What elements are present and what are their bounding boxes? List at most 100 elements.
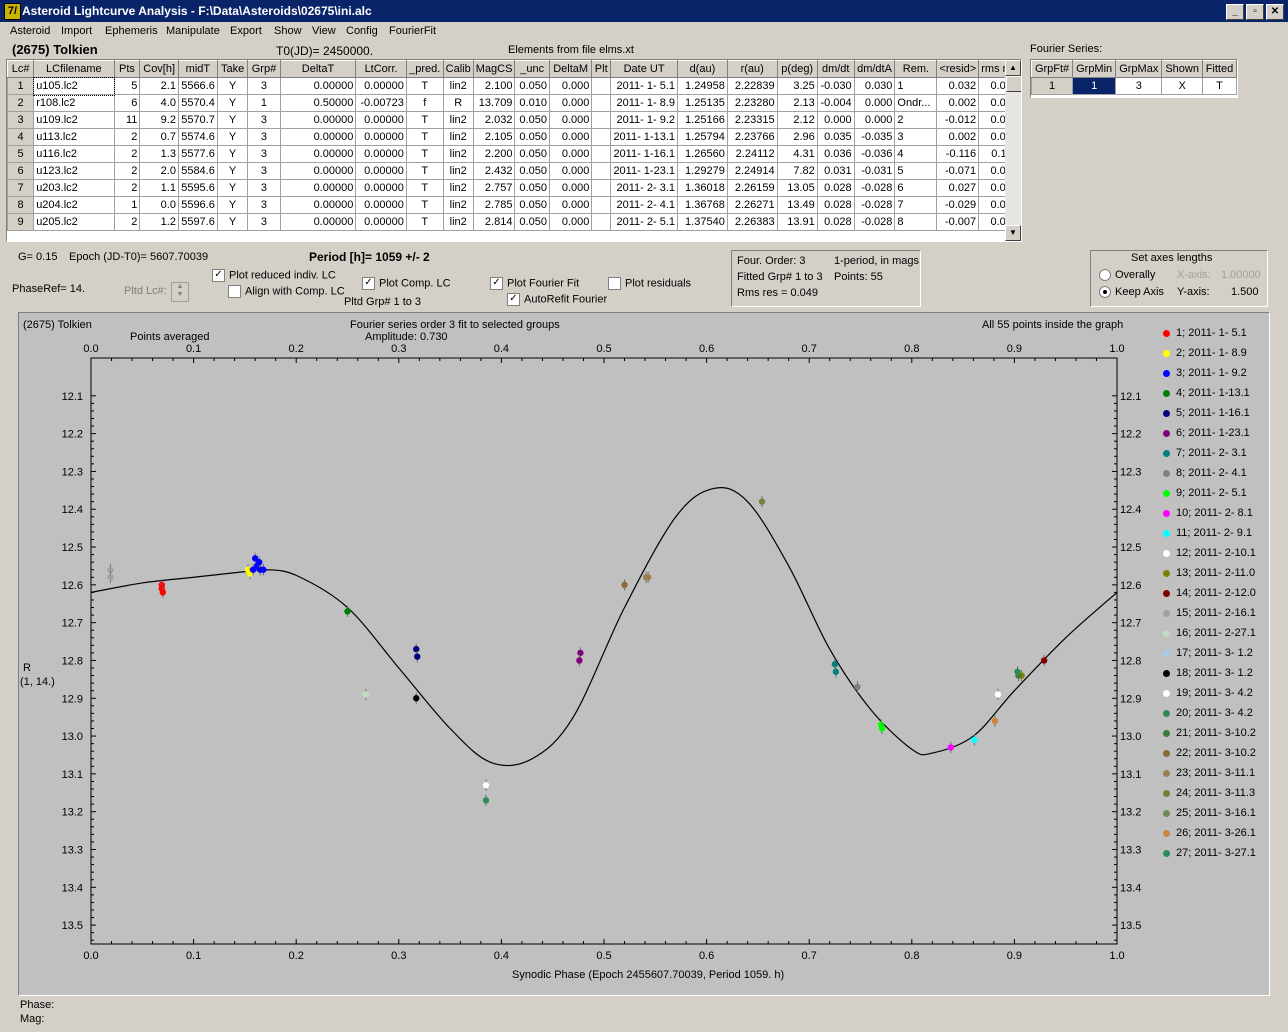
grid-cell[interactable]: 2 [113, 179, 141, 197]
grid-col-header[interactable]: <resid> [936, 60, 980, 78]
grid-cell[interactable]: T [405, 179, 444, 197]
grid-cell[interactable]: 0.000 [853, 111, 896, 129]
grid-cell[interactable]: R [442, 94, 474, 112]
grid-cell[interactable]: 1.25794 [677, 128, 728, 146]
grid-col-header[interactable]: Take [216, 60, 249, 78]
grid-cell[interactable]: 4 [7, 128, 35, 146]
grid-cell[interactable]: 13.05 [776, 179, 818, 197]
grid-cell[interactable]: 1 [247, 94, 281, 112]
grid-col-header[interactable]: d(au) [677, 60, 728, 78]
close-button[interactable]: ✕ [1266, 4, 1284, 20]
grid-cell[interactable]: 0.000 [853, 94, 896, 112]
grid-cell[interactable]: 0.00000 [355, 196, 407, 214]
grid-cell[interactable]: lin2 [442, 145, 474, 163]
grid-col-header[interactable]: _unc [514, 60, 550, 78]
grid-cell[interactable]: 5 [113, 77, 141, 95]
grid-cell[interactable]: 1 [894, 77, 938, 95]
grid-cell[interactable]: 2.22839 [726, 77, 778, 95]
grid-cell[interactable]: 0.00000 [279, 162, 357, 180]
grid-cell[interactable]: -0.035 [853, 128, 896, 146]
grid-cell[interactable]: 2.105 [472, 128, 516, 146]
scroll-down-button[interactable]: ▼ [1005, 225, 1021, 241]
grid-cell[interactable]: 7 [894, 196, 938, 214]
grid-col-header[interactable]: LtCorr. [355, 60, 407, 78]
grid-cell[interactable]: Y [216, 77, 249, 95]
restore-button[interactable]: ▫ [1246, 4, 1264, 20]
grid-cell[interactable]: 5596.6 [177, 196, 218, 214]
grid-cell[interactable]: T [405, 128, 444, 146]
scroll-thumb[interactable] [1006, 76, 1021, 92]
plot-fourier-checkbox[interactable]: ✓ Plot Fourier Fit [490, 277, 579, 290]
grid-cell[interactable]: 2.26383 [726, 213, 778, 231]
grid-cell[interactable]: 1.3 [139, 145, 179, 163]
scroll-up-button[interactable]: ▲ [1005, 60, 1021, 76]
grid-cell[interactable]: 1 [113, 196, 141, 214]
grid-cell[interactable]: -0.036 [853, 145, 896, 163]
grid-cell[interactable] [591, 162, 612, 180]
grid-col-header[interactable]: Cov[h] [139, 60, 179, 78]
grid-col-header[interactable]: Pts [113, 60, 141, 78]
grid-cell[interactable]: -0.116 [936, 145, 980, 163]
grid-cell[interactable]: -0.028 [853, 196, 896, 214]
grid-cell[interactable]: lin2 [442, 111, 474, 129]
grid-cell[interactable]: 5566.6 [177, 77, 218, 95]
grid-cell[interactable]: 0.050 [514, 128, 550, 146]
grid-cell[interactable]: Ondr... [894, 94, 938, 112]
grid-cell[interactable]: 2.26159 [726, 179, 778, 197]
grid-cell[interactable]: 7.82 [776, 162, 818, 180]
grid-cell[interactable]: 4.0 [139, 94, 179, 112]
grid-cell[interactable]: 0.028 [816, 179, 855, 197]
grid-cell[interactable]: 13.91 [776, 213, 818, 231]
grid-cell[interactable]: -0.007 [936, 213, 980, 231]
grid-cell[interactable]: 1.36768 [677, 196, 728, 214]
grid-cell[interactable]: 0.00000 [279, 213, 357, 231]
grid-cell[interactable]: 7 [7, 179, 35, 197]
grid-cell[interactable]: 1.1 [139, 179, 179, 197]
grid-cell[interactable]: -0.012 [936, 111, 980, 129]
grid-col-header[interactable]: _pred. [405, 60, 444, 78]
grid-cell[interactable]: 0.002 [936, 94, 980, 112]
grid-cell[interactable]: 2.12 [776, 111, 818, 129]
grid-cell[interactable]: 2 [113, 162, 141, 180]
grid-cell[interactable] [591, 128, 612, 146]
grid-cell[interactable]: 3.25 [776, 77, 818, 95]
grid-cell[interactable]: 2011- 1-13.1 [610, 128, 679, 146]
grid-cell[interactable]: 5 [894, 162, 938, 180]
grid-cell[interactable]: 0.030 [853, 77, 896, 95]
grid-cell[interactable]: 2 [113, 213, 141, 231]
minimize-button[interactable]: _ [1226, 4, 1244, 20]
grid-cell[interactable]: u116.lc2 [33, 145, 115, 163]
grid-cell[interactable]: f [405, 94, 444, 112]
fs-fitted[interactable]: T [1201, 77, 1237, 95]
grid-cell[interactable]: 3 [247, 179, 281, 197]
grid-cell[interactable]: 6 [113, 94, 141, 112]
grid-cell[interactable]: 0.050 [514, 179, 550, 197]
fs-grpmin[interactable]: 1 [1072, 77, 1117, 95]
grid-cell[interactable]: 0.00000 [355, 111, 407, 129]
grid-cell[interactable]: Y [216, 196, 249, 214]
grid-cell[interactable]: 0.00000 [279, 179, 357, 197]
grid-cell[interactable]: 3 [247, 213, 281, 231]
menu-show[interactable]: Show [274, 25, 302, 37]
grid-col-header[interactable]: midT [177, 60, 218, 78]
plot-residuals-checkbox[interactable]: Plot residuals [608, 277, 691, 290]
grid-cell[interactable]: 0.000 [548, 196, 593, 214]
y-axis-value[interactable]: 1.500 [1231, 286, 1259, 298]
grid-cell[interactable]: 0.00000 [279, 196, 357, 214]
grid-cell[interactable]: Y [216, 145, 249, 163]
grid-cell[interactable]: u105.lc2 [32, 76, 116, 96]
grid-cell[interactable]: 0.00000 [355, 162, 407, 180]
grid-cell[interactable]: 0.00000 [355, 128, 407, 146]
menu-import[interactable]: Import [61, 25, 93, 37]
grid-cell[interactable]: 0.002 [936, 128, 980, 146]
grid-cell[interactable]: 0.032 [936, 77, 980, 95]
grid-cell[interactable]: -0.030 [816, 77, 855, 95]
grid-cell[interactable]: 0.028 [816, 196, 855, 214]
grid-col-header[interactable]: Date UT [610, 60, 679, 78]
grid-cell[interactable]: 2.1 [139, 77, 179, 95]
grid-cell[interactable]: -0.00723 [355, 94, 407, 112]
grid-cell[interactable]: 1.25166 [677, 111, 728, 129]
grid-cell[interactable]: 1.24958 [677, 77, 728, 95]
